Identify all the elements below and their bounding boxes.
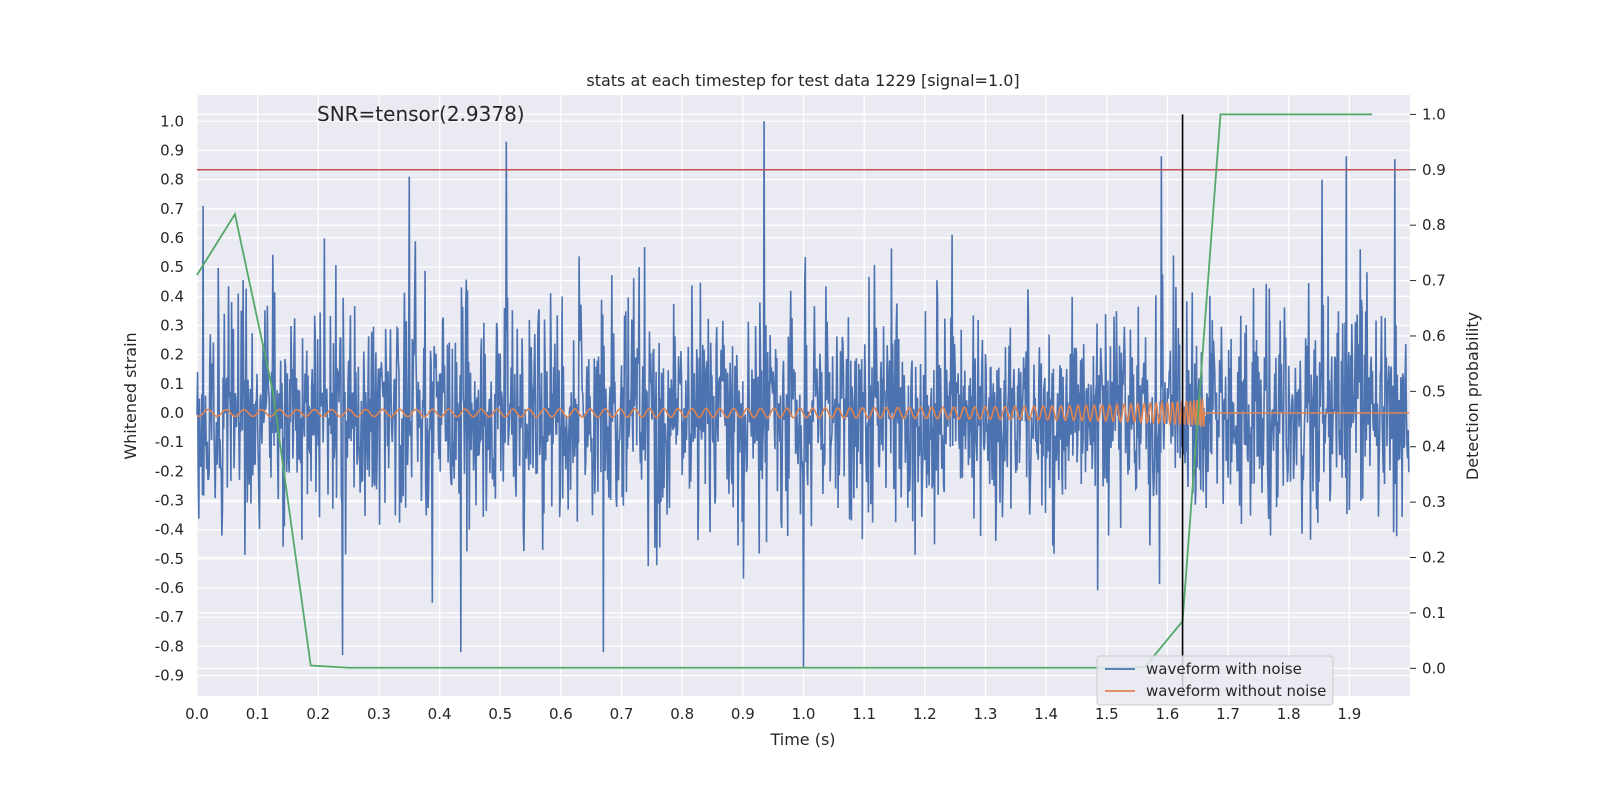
- x-tick-label: 1.0: [792, 705, 816, 723]
- legend: waveform with noise waveform without noi…: [1096, 655, 1334, 706]
- right-y-tick-label: 0.3: [1422, 493, 1446, 511]
- x-axis-label: Time (s): [769, 730, 835, 749]
- x-tick-labels: 0.0 0.1 0.2 0.3 0.4 0.5 0.6 0.7 0.8 0.9 1.0 1.1 1.2 1…: [185, 705, 1361, 723]
- x-tick-label: 1.7: [1216, 705, 1240, 723]
- y-tick-label: 0.0: [160, 404, 184, 422]
- y-tick-labels: 1.0 0.9 0.8 0.7 0.6 0.5 0.4 0.3 0.2 0.1 0.0 -0.1 -0.…: [155, 112, 184, 684]
- series-detection-probability: [196, 113, 1373, 669]
- x-tick-label: 0.4: [428, 705, 452, 723]
- y-axis-label: Whitened strain: [121, 332, 140, 459]
- y-tick-label: 0.5: [160, 258, 184, 276]
- legend-label-waveform-with-noise: waveform with noise: [1146, 660, 1302, 678]
- x-tick-label: 0.7: [610, 705, 634, 723]
- y-tick-label: -0.1: [155, 433, 184, 451]
- y-tick-label: -0.7: [155, 608, 184, 626]
- y-tick-label: 0.9: [160, 141, 184, 159]
- x-tick-label: 1.3: [974, 705, 998, 723]
- y-tick-label: -0.4: [155, 521, 184, 539]
- series-waveform-with-noise: [196, 121, 1410, 667]
- right-y-tick-label: 0.6: [1422, 327, 1446, 345]
- y-tick-label: 0.6: [160, 229, 184, 247]
- y-tick-label: 0.8: [160, 171, 184, 189]
- x-tick-label: 0.3: [367, 705, 391, 723]
- x-tick-label: 1.2: [913, 705, 937, 723]
- plot-series-group: [196, 113, 1410, 696]
- right-y-tick-label: 0.1: [1422, 604, 1446, 622]
- x-tick-label: 0.0: [185, 705, 209, 723]
- x-tick-label: 1.6: [1155, 705, 1179, 723]
- x-tick-label: 1.5: [1095, 705, 1119, 723]
- legend-box: [1096, 655, 1334, 706]
- x-tick-label: 0.2: [306, 705, 330, 723]
- right-y-tick-label: 0.0: [1422, 659, 1446, 677]
- x-tick-label: 0.6: [549, 705, 573, 723]
- x-tick-label: 0.1: [246, 705, 270, 723]
- right-y-tick-label: 1.0: [1422, 105, 1446, 123]
- x-tick-label: 1.4: [1034, 705, 1058, 723]
- right-y-tick-label: 0.4: [1422, 438, 1446, 456]
- y-tick-label: 0.1: [160, 375, 184, 393]
- y-tick-label: -0.3: [155, 492, 184, 510]
- chart-title: stats at each timestep for test data 122…: [586, 71, 1019, 90]
- y-tick-label: -0.5: [155, 550, 184, 568]
- y-tick-label: -0.2: [155, 462, 184, 480]
- x-tick-label: 1.8: [1277, 705, 1301, 723]
- snr-annotation: SNR=tensor(2.9378): [317, 102, 525, 126]
- y-tick-label: -0.6: [155, 579, 184, 597]
- legend-label-waveform-without-noise: waveform without noise: [1146, 682, 1326, 700]
- right-y-tick-label: 0.5: [1422, 382, 1446, 400]
- y-tick-label: 0.2: [160, 346, 184, 364]
- x-tick-label: 0.8: [670, 705, 694, 723]
- y-tick-label: 0.7: [160, 200, 184, 218]
- y-tick-label: -0.8: [155, 637, 184, 655]
- x-tick-label: 0.5: [488, 705, 512, 723]
- right-y-tick-labels: 1.0 0.9 0.8 0.7 0.6 0.5 0.4 0.3 0.2 0.1 0.0: [1410, 105, 1446, 677]
- series-waveform-without-noise: [196, 398, 1410, 427]
- right-y-axis-label: Detection probability: [1463, 312, 1482, 480]
- right-y-tick-label: 0.9: [1422, 161, 1446, 179]
- y-tick-label: 0.4: [160, 287, 184, 305]
- right-y-tick-label: 0.8: [1422, 216, 1446, 234]
- x-tick-label: 1.1: [852, 705, 876, 723]
- right-y-tick-label: 0.2: [1422, 549, 1446, 567]
- y-tick-label: -0.9: [155, 667, 184, 685]
- y-tick-label: 0.3: [160, 316, 184, 334]
- right-y-tick-label: 0.7: [1422, 272, 1446, 290]
- x-tick-label: 1.9: [1337, 705, 1361, 723]
- x-tick-label: 0.9: [731, 705, 755, 723]
- y-tick-label: 1.0: [160, 112, 184, 130]
